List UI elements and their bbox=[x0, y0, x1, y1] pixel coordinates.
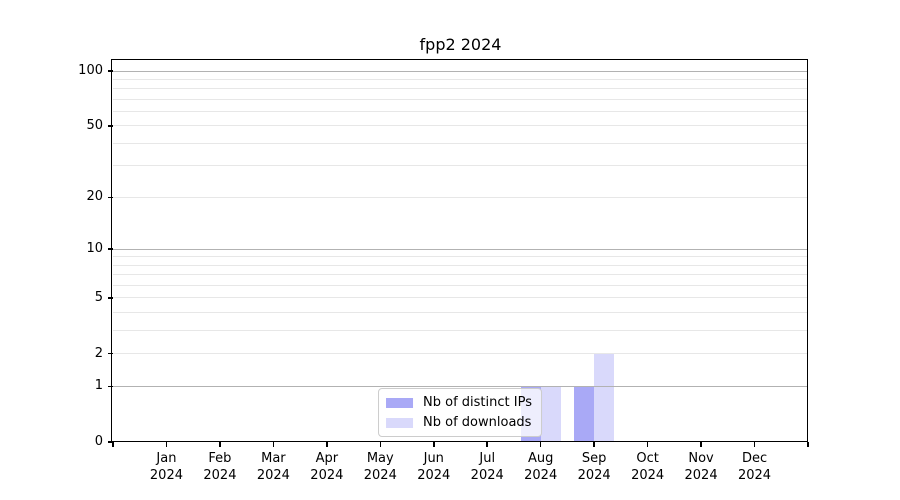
y-tick-label: 20 bbox=[86, 189, 103, 205]
y-tick bbox=[108, 196, 113, 199]
x-tick-end bbox=[807, 442, 809, 447]
x-tick-month: Sep bbox=[581, 451, 607, 466]
x-tick bbox=[379, 442, 382, 447]
x-tick bbox=[593, 442, 595, 447]
gridline-minor bbox=[113, 142, 808, 144]
x-tick-year: 2024 bbox=[631, 468, 665, 483]
gridline-minor bbox=[113, 98, 808, 100]
x-tick bbox=[646, 442, 649, 447]
x-tick-month: Nov bbox=[688, 451, 714, 466]
x-tick-month: Oct bbox=[636, 451, 659, 466]
x-tick-label: Dec 2024 bbox=[725, 450, 785, 484]
legend-label-downloads: Nb of downloads bbox=[423, 415, 532, 430]
gridline-minor bbox=[113, 111, 808, 113]
x-tick-year: 2024 bbox=[203, 468, 237, 483]
y-tick bbox=[108, 385, 113, 388]
x-tick bbox=[539, 442, 542, 447]
y-tick bbox=[108, 70, 113, 72]
x-tick-month: Jul bbox=[479, 451, 496, 466]
x-tick-label: Jan 2024 bbox=[136, 450, 196, 484]
x-tick-month: Dec bbox=[741, 451, 768, 466]
x-tick-label: Nov 2024 bbox=[671, 450, 731, 484]
y-tick-label: 0 bbox=[94, 434, 103, 449]
x-tick-month: Aug bbox=[527, 451, 554, 466]
y-tick-label: 2 bbox=[94, 345, 103, 361]
gridline-minor bbox=[113, 88, 808, 90]
y-tick bbox=[108, 441, 113, 443]
gridline-minor bbox=[113, 297, 808, 299]
x-tick-year: 2024 bbox=[684, 468, 718, 483]
y-tick-label: 50 bbox=[86, 117, 103, 133]
x-tick bbox=[165, 442, 168, 447]
gridline-minor bbox=[113, 330, 808, 332]
y-tick-label: 10 bbox=[86, 241, 103, 257]
x-tick bbox=[486, 442, 488, 447]
y-tick bbox=[108, 297, 113, 299]
gridline-minor bbox=[113, 274, 808, 276]
gridline-minor bbox=[113, 78, 808, 80]
x-tick-year: 2024 bbox=[363, 468, 397, 483]
x-tick-month: Apr bbox=[315, 451, 339, 466]
x-tick-label: Apr 2024 bbox=[297, 450, 357, 484]
x-tick-label: Aug 2024 bbox=[511, 450, 571, 484]
x-tick-year: 2024 bbox=[470, 468, 504, 483]
x-tick-year: 2024 bbox=[524, 468, 558, 483]
x-tick bbox=[433, 442, 435, 447]
x-tick-label: Feb 2024 bbox=[190, 450, 250, 484]
x-tick-label: Jun 2024 bbox=[404, 450, 464, 484]
gridline-major bbox=[113, 70, 808, 72]
gridline-minor bbox=[113, 125, 808, 127]
x-tick-end bbox=[112, 442, 114, 447]
x-tick-month: Jun bbox=[423, 451, 444, 466]
bar-downloads bbox=[540, 386, 561, 442]
y-tick-label: 5 bbox=[94, 289, 103, 305]
x-tick-month: Feb bbox=[208, 451, 232, 466]
gridline-major bbox=[113, 385, 808, 387]
x-tick-label: Oct 2024 bbox=[618, 450, 678, 484]
bar-distinct-ips bbox=[574, 386, 595, 442]
x-tick bbox=[326, 442, 328, 447]
x-tick bbox=[219, 442, 221, 447]
legend-swatch-downloads bbox=[386, 417, 414, 428]
legend-swatch-distinct-ips bbox=[386, 397, 414, 408]
x-tick-label: Sep 2024 bbox=[564, 450, 624, 484]
legend-label-distinct-ips: Nb of distinct IPs bbox=[423, 395, 532, 410]
bar-downloads bbox=[594, 353, 615, 442]
y-tick bbox=[108, 248, 113, 250]
gridline-minor bbox=[113, 353, 808, 355]
gridline-minor bbox=[113, 264, 808, 266]
x-tick-year: 2024 bbox=[310, 468, 344, 483]
x-tick-year: 2024 bbox=[417, 468, 451, 483]
y-tick-label: 100 bbox=[78, 63, 103, 78]
x-tick-label: Jul 2024 bbox=[457, 450, 517, 484]
x-tick-month: Jan bbox=[156, 451, 177, 466]
x-tick bbox=[700, 442, 702, 447]
legend: Nb of distinct IPs Nb of downloads bbox=[378, 388, 542, 437]
gridline-minor bbox=[113, 312, 808, 314]
gridline-minor bbox=[113, 285, 808, 287]
y-tick bbox=[108, 352, 113, 355]
x-tick-year: 2024 bbox=[149, 468, 183, 483]
x-tick-month: May bbox=[366, 451, 394, 466]
gridline-minor bbox=[113, 196, 808, 198]
x-tick-year: 2024 bbox=[737, 468, 772, 483]
y-tick bbox=[108, 125, 113, 127]
y-tick-label: 1 bbox=[94, 378, 103, 394]
x-tick-label: May 2024 bbox=[350, 450, 410, 484]
x-tick-label: Mar 2024 bbox=[243, 450, 303, 484]
legend-item-downloads: Nb of downloads bbox=[386, 415, 532, 430]
gridline-major bbox=[113, 248, 808, 250]
x-tick-year: 2024 bbox=[256, 468, 290, 483]
gridline-minor bbox=[113, 165, 808, 167]
x-tick bbox=[753, 442, 756, 447]
legend-item-distinct-ips: Nb of distinct IPs bbox=[386, 395, 532, 410]
x-tick bbox=[272, 442, 275, 447]
x-tick-year: 2024 bbox=[577, 468, 611, 483]
x-tick-month: Mar bbox=[261, 451, 286, 466]
chart-title: fpp2 2024 bbox=[419, 35, 502, 54]
gridline-minor bbox=[113, 256, 808, 258]
